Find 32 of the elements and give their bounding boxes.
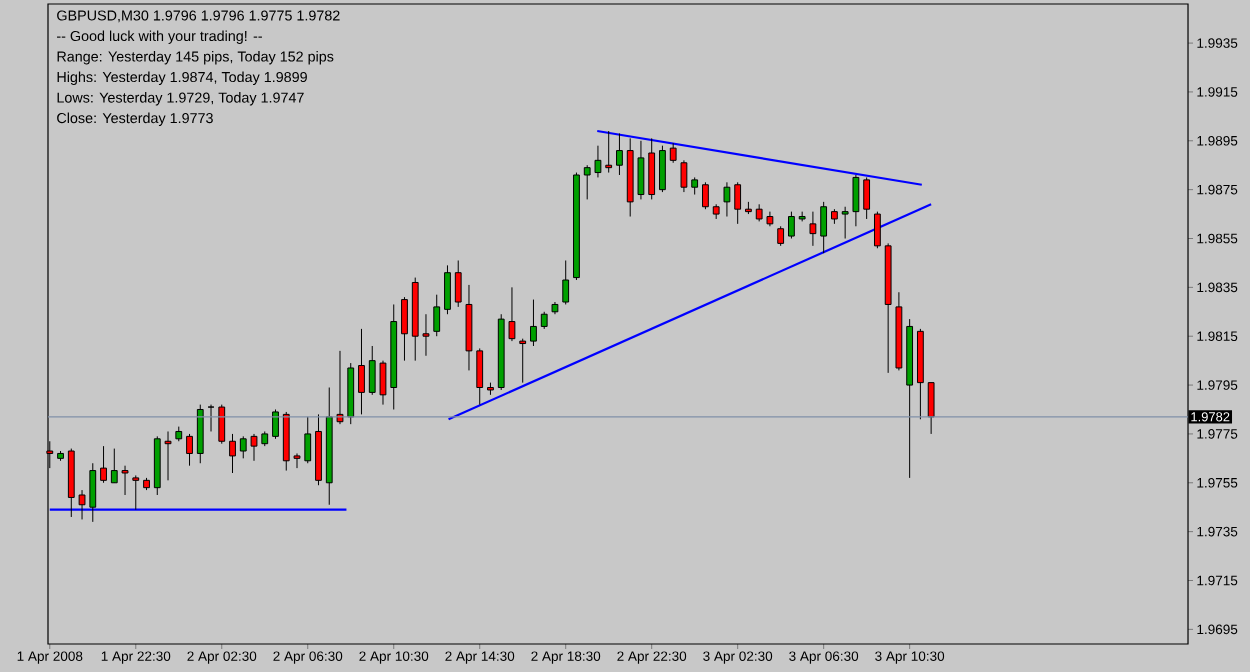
candlestick	[702, 181, 709, 210]
candlestick	[454, 259, 462, 308]
candlestick	[927, 382, 935, 435]
candlestick	[820, 201, 828, 254]
candlestick	[272, 408, 279, 440]
candlestick	[788, 211, 795, 239]
candlestick	[132, 474, 140, 511]
candlestick	[723, 181, 731, 218]
candlestick	[605, 130, 613, 174]
candlestick	[873, 211, 881, 249]
candlestick	[229, 433, 236, 474]
candlestick	[358, 328, 365, 415]
candlestick	[562, 259, 570, 305]
candlestick	[734, 181, 742, 225]
candlestick	[530, 299, 537, 347]
candlestick	[863, 176, 871, 220]
candlestick	[680, 159, 688, 193]
candlestick	[809, 211, 817, 247]
candlestick	[519, 338, 527, 384]
candlestick	[433, 294, 441, 337]
candlestick	[669, 142, 677, 164]
candlestick	[186, 433, 193, 467]
candlestick	[648, 137, 656, 200]
candlestick	[207, 404, 215, 432]
candlestick	[659, 145, 666, 193]
candlestick	[218, 404, 226, 445]
candlestick	[401, 296, 408, 362]
candlestick	[616, 132, 623, 176]
candlestick	[777, 225, 785, 247]
candlestick	[100, 445, 107, 484]
candlestick	[196, 404, 204, 464]
candlestick	[444, 264, 451, 315]
